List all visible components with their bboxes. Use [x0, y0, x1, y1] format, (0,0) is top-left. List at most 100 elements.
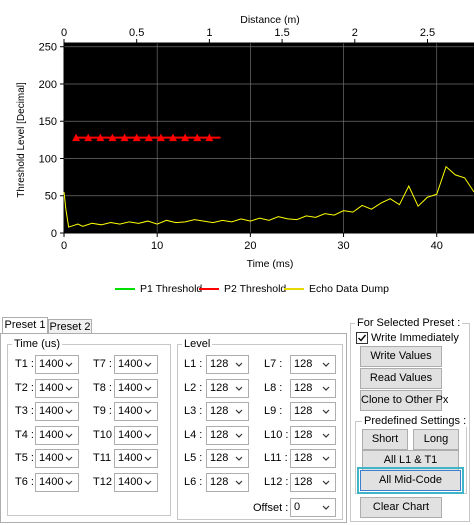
- y-tick-label: 50: [45, 191, 57, 203]
- l-value-6: 128: [210, 475, 229, 488]
- l-select-5[interactable]: 128: [206, 449, 249, 468]
- l-select-4[interactable]: 128: [206, 425, 249, 445]
- l-value-7: 128: [294, 358, 313, 370]
- legend-swatch-p2: [199, 288, 219, 290]
- t-select-1[interactable]: 1400: [35, 355, 79, 374]
- p2-marker: [120, 133, 129, 142]
- t-value-1: 1400: [39, 358, 64, 370]
- t-label-2: T2 :: [15, 381, 34, 394]
- chevron-down-icon: [235, 386, 243, 391]
- t-select-12[interactable]: 1400: [114, 472, 158, 492]
- t-select-9[interactable]: 1400: [114, 402, 158, 421]
- t-value-7: 1400: [118, 358, 143, 370]
- l-value-12: 128: [294, 475, 313, 488]
- chevron-down-icon: [144, 433, 152, 438]
- t-label-9: T9 :: [93, 405, 112, 417]
- time-group: [7, 344, 171, 516]
- t-select-7[interactable]: 1400: [114, 355, 158, 374]
- y-tick-label: 150: [39, 116, 57, 128]
- l-label-6: L6 :: [184, 475, 203, 488]
- tab-preset-1[interactable]: Preset 1: [2, 317, 48, 334]
- l-value-11: 128: [294, 452, 313, 464]
- l-label-11: L11 :: [264, 452, 288, 464]
- clone-to-other-px-button[interactable]: Clone to Other Px: [360, 390, 448, 411]
- l-select-8[interactable]: 128: [290, 378, 336, 398]
- l-select-3[interactable]: 128: [206, 402, 249, 421]
- top-tick-label: 2: [352, 27, 358, 39]
- p2-marker: [181, 133, 190, 142]
- all-l1-t1-button[interactable]: All L1 & T1: [362, 450, 459, 471]
- t-select-2[interactable]: 1400: [35, 378, 79, 398]
- t-value-5: 1400: [39, 452, 64, 464]
- p2-marker: [96, 133, 105, 142]
- l-select-10[interactable]: 128: [290, 425, 336, 445]
- chevron-down-icon: [322, 480, 330, 485]
- predefined-settings-title: Predefined Settings :: [362, 415, 469, 427]
- t-label-5: T5 :: [15, 452, 34, 464]
- legend-swatch-echo: [284, 288, 304, 290]
- x-tick-label: 30: [337, 240, 349, 252]
- p2-marker: [205, 133, 214, 142]
- chevron-down-icon: [235, 480, 243, 485]
- y-axis-title: Threshold Level [Decimal]: [16, 82, 27, 198]
- tab-preset-2[interactable]: Preset 2: [48, 319, 92, 334]
- top-tick-label: 1.5: [274, 27, 289, 39]
- t-select-3[interactable]: 1400: [35, 402, 79, 421]
- top-axis-title: Distance (m): [240, 14, 300, 26]
- t-label-1: T1 :: [15, 358, 34, 370]
- t-select-11[interactable]: 1400: [114, 449, 158, 468]
- chevron-down-icon: [65, 456, 73, 461]
- l-value-10: 128: [294, 428, 313, 441]
- l-label-1: L1 :: [184, 358, 203, 370]
- write-immediately-checkbox[interactable]: [356, 332, 368, 344]
- l-value-3: 128: [210, 405, 229, 417]
- clear-chart-button[interactable]: Clear Chart: [360, 497, 442, 518]
- short-button[interactable]: Short: [362, 429, 408, 450]
- l-select-6[interactable]: 128: [206, 472, 249, 492]
- t-select-10[interactable]: 1400: [114, 425, 158, 445]
- p2-marker: [169, 133, 178, 142]
- l-value-1: 128: [210, 358, 229, 370]
- p2-marker: [108, 133, 117, 142]
- t-select-5[interactable]: 1400: [35, 449, 79, 468]
- t-select-6[interactable]: 1400: [35, 472, 79, 492]
- chevron-down-icon: [65, 433, 73, 438]
- l-select-11[interactable]: 128: [290, 449, 336, 468]
- write-values-button[interactable]: Write Values: [360, 346, 442, 367]
- chevron-down-icon: [322, 409, 330, 414]
- t-label-11: T11 :: [93, 452, 118, 464]
- l-label-2: L2 :: [184, 381, 203, 394]
- p2-marker: [84, 133, 93, 142]
- x-axis-title: Time (ms): [247, 258, 294, 270]
- time-group-title: Time (us): [12, 338, 63, 350]
- top-tick-label: 1: [206, 27, 212, 39]
- offset-value: 0: [294, 501, 301, 513]
- offset-label: Offset :: [253, 502, 289, 514]
- series-echo-data-line: [63, 165, 474, 228]
- t-select-4[interactable]: 1400: [35, 425, 79, 445]
- t-select-8[interactable]: 1400: [114, 378, 158, 398]
- long-button[interactable]: Long: [413, 429, 459, 450]
- legend-item-p1: P1 Threshold: [115, 282, 202, 296]
- level-group-title: Level: [182, 338, 213, 350]
- chevron-down-icon: [65, 480, 73, 485]
- chevron-down-icon: [235, 433, 243, 438]
- l-select-1[interactable]: 128: [206, 355, 249, 374]
- l-select-2[interactable]: 128: [206, 378, 249, 398]
- chevron-down-icon: [322, 433, 330, 438]
- l-label-4: L4 :: [184, 428, 203, 441]
- t-value-8: 1400: [118, 381, 143, 394]
- read-values-button[interactable]: Read Values: [360, 368, 442, 389]
- y-tick-label: 250: [39, 42, 57, 54]
- echo-chart: 0 10 20 30 40 0 50 100 150 200 250 0 0.5 1 1.5 2 2.5 Dis…: [16, 14, 474, 270]
- l-select-7[interactable]: 128: [290, 355, 336, 374]
- t-value-2: 1400: [39, 381, 64, 394]
- p2-marker: [72, 133, 81, 142]
- level-group: [177, 344, 343, 520]
- chevron-down-icon: [65, 409, 73, 414]
- l-select-9[interactable]: 128: [290, 402, 336, 421]
- l-select-12[interactable]: 128: [290, 472, 336, 492]
- all-mid-code-button[interactable]: All Mid-Code: [357, 467, 464, 494]
- offset-select[interactable]: 0: [290, 498, 336, 517]
- legend-swatch-p1: [115, 288, 135, 290]
